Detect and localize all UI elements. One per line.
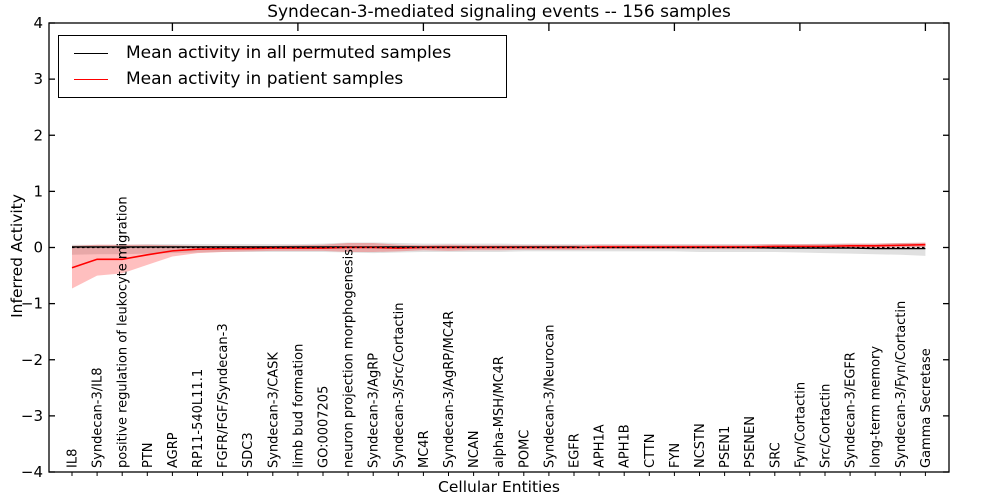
permuted-band xyxy=(72,242,926,256)
category-label: NCAN xyxy=(467,431,482,468)
y-tick-label: −4 xyxy=(21,463,43,481)
category-label: PSENEN xyxy=(743,416,758,468)
category-label: PTN xyxy=(141,442,156,468)
category-label: Syndecan-3/AgRP/MC4R xyxy=(442,311,457,468)
category-label: SRC xyxy=(768,442,783,468)
category-label: neuron projection morphogenesis xyxy=(342,249,357,468)
category-label: MC4R xyxy=(417,430,432,468)
category-label: PSEN1 xyxy=(718,426,733,468)
permuted-line-swatch-icon xyxy=(74,53,108,54)
legend-item-patient: Mean activity in patient samples xyxy=(59,71,506,88)
category-label: IL8 xyxy=(66,449,81,468)
y-tick-label: −2 xyxy=(21,351,43,369)
category-label: Syndecan-3/EGFR xyxy=(844,352,859,468)
y-tick-label: 1 xyxy=(33,182,43,200)
category-label: Syndecan-3/Src/Cortactin xyxy=(392,302,407,468)
category-label: Src/Cortactin xyxy=(819,384,834,468)
category-label: limb bud formation xyxy=(291,344,306,468)
chart-title: Syndecan-3-mediated signaling events -- … xyxy=(267,2,731,22)
y-tick-label: 2 xyxy=(33,126,43,144)
category-label: APH1A xyxy=(593,424,608,468)
patient-line-swatch-icon xyxy=(74,79,108,80)
legend: Mean activity in all permuted samples Me… xyxy=(58,35,507,98)
y-tick-label: 4 xyxy=(33,14,43,32)
legend-item-permuted: Mean activity in all permuted samples xyxy=(59,45,506,62)
category-label: NCSTN xyxy=(693,423,708,468)
y-tick-label: −3 xyxy=(21,407,43,425)
category-label: Fyn/Cortactin xyxy=(793,382,808,468)
category-label: CTTN xyxy=(643,434,658,468)
category-label: AGRP xyxy=(166,432,181,468)
category-label: Syndecan-3/Neurocan xyxy=(542,325,557,468)
category-label: GO:0007205 xyxy=(317,386,332,468)
category-label: POMC xyxy=(517,430,532,468)
legend-label-permuted: Mean activity in all permuted samples xyxy=(126,43,452,63)
category-label: SDC3 xyxy=(241,432,256,468)
category-label: alpha-MSH/MC4R xyxy=(492,356,507,468)
category-label: EGFR xyxy=(568,433,583,468)
category-label: RP11-540L11.1 xyxy=(191,369,206,468)
category-label: Gamma Secretase xyxy=(919,348,934,468)
category-label: FYN xyxy=(668,443,683,468)
category-label: Syndecan-3/IL8 xyxy=(91,368,106,468)
category-label: FGFR/FGF/Syndecan-3 xyxy=(216,323,231,468)
y-tick-label: 3 xyxy=(33,70,43,88)
category-label: long-term memory xyxy=(869,346,884,468)
legend-label-patient: Mean activity in patient samples xyxy=(126,69,404,89)
category-label: Syndecan-3/CASK xyxy=(266,352,281,468)
category-label: positive regulation of leukocyte migrati… xyxy=(116,196,131,468)
y-tick-label: −1 xyxy=(21,295,43,313)
x-axis-label: Cellular Entities xyxy=(438,478,560,496)
category-label: APH1B xyxy=(618,424,633,468)
y-axis-label: Inferred Activity xyxy=(8,194,26,318)
category-label: Syndecan-3/AgRP xyxy=(367,353,382,468)
y-tick-label: 0 xyxy=(33,239,43,257)
category-label: Syndecan-3/Fyn/Cortactin xyxy=(894,301,909,468)
